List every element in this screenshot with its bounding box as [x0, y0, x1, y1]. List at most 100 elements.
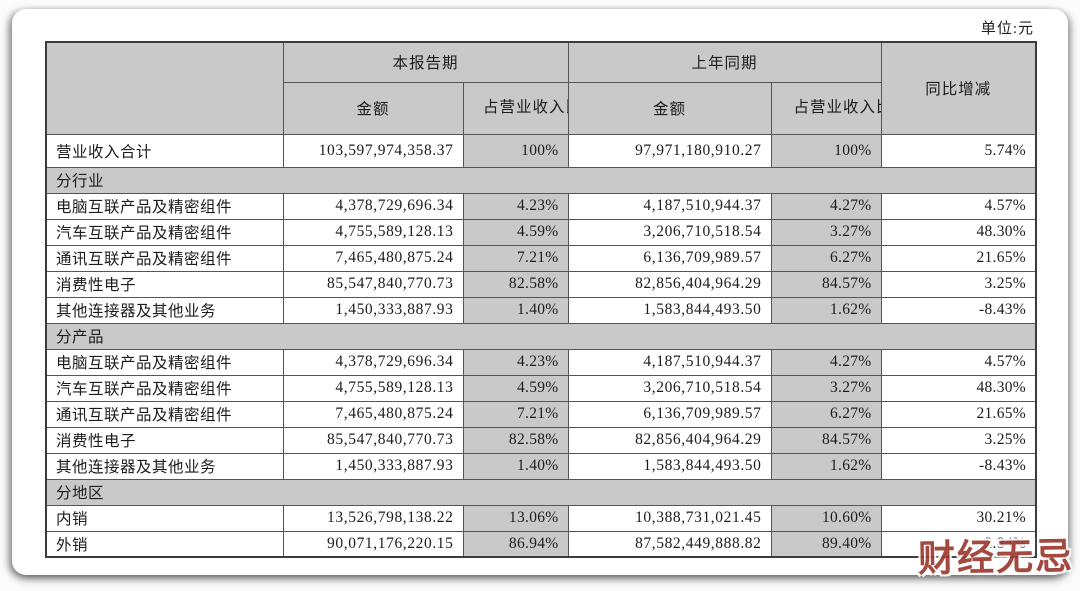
- current-share-cell: 4.59%: [462, 374, 569, 402]
- row-label: 外销: [45, 530, 284, 558]
- prior-amount-cell: 97,971,180,910.27: [567, 133, 772, 168]
- current-share-cell: 1.40%: [462, 452, 569, 480]
- row-label: 电脑互联产品及精密组件: [45, 192, 284, 220]
- prior-amount-cell: 6,136,709,989.57: [567, 244, 772, 272]
- prior-amount-cell: 1,583,844,493.50: [567, 296, 772, 324]
- prior-share-cell: 3.27%: [770, 374, 882, 402]
- current-amount-cell: 4,755,589,128.13: [282, 374, 464, 402]
- yoy-cell: 30.21%: [880, 504, 1037, 532]
- prior-amount-cell: 10,388,731,021.45: [567, 504, 772, 532]
- row-label: 消费性电子: [45, 426, 284, 454]
- prior-amount-cell: 1,583,844,493.50: [567, 452, 772, 480]
- yoy-cell: 21.65%: [880, 400, 1037, 428]
- yoy-cell: 48.30%: [880, 374, 1037, 402]
- current-share-cell: 1.40%: [462, 296, 569, 324]
- current-amount-cell: 90,071,176,220.15: [282, 530, 464, 558]
- yoy-cell: -8.43%: [880, 296, 1037, 324]
- report-page: 单位:元 本报告期 上年同期 同比增减 金额 占营业收入比重 金额 占营业收入比…: [12, 9, 1074, 580]
- section-title-by-region: 分地区: [45, 478, 1037, 506]
- total-revenue-row: 营业收入合计 103,597,974,358.37 100% 97,971,18…: [45, 133, 1037, 168]
- current-amount-cell: 7,465,480,875.24: [282, 400, 464, 428]
- current-share-cell: 7.21%: [462, 244, 569, 272]
- yoy-cell: 4.57%: [880, 348, 1037, 376]
- row-label: 消费性电子: [45, 270, 284, 298]
- yoy-cell: -8.43%: [880, 452, 1037, 480]
- yoy-cell: 3.25%: [880, 270, 1037, 298]
- row-label: 通讯互联产品及精密组件: [45, 244, 284, 272]
- yoy-cell: 21.65%: [880, 244, 1037, 272]
- current-share-cell: 7.21%: [462, 400, 569, 428]
- prior-share-cell: 1.62%: [770, 296, 882, 324]
- header-prior-period: 上年同期: [567, 41, 882, 83]
- prior-share-cell: 6.27%: [770, 400, 882, 428]
- prior-amount-cell: 3,206,710,518.54: [567, 218, 772, 246]
- table-row: 其他连接器及其他业务 1,450,333,887.93 1.40% 1,583,…: [45, 296, 1037, 324]
- row-label: 内销: [45, 504, 284, 532]
- table-row: 内销 13,526,798,138.22 13.06% 10,388,731,0…: [45, 504, 1037, 532]
- prior-share-cell: 10.60%: [770, 504, 882, 532]
- revenue-breakdown-table: 本报告期 上年同期 同比增减 金额 占营业收入比重 金额 占营业收入比重 营业收…: [45, 41, 1038, 558]
- prior-share-cell: 3.27%: [770, 218, 882, 246]
- table-row: 通讯互联产品及精密组件 7,465,480,875.24 7.21% 6,136…: [45, 244, 1037, 272]
- current-amount-cell: 4,755,589,128.13: [282, 218, 464, 246]
- current-amount-cell: 85,547,840,770.73: [282, 426, 464, 454]
- prior-amount-cell: 4,187,510,944.37: [567, 348, 772, 376]
- prior-amount-cell: 82,856,404,964.29: [567, 270, 772, 298]
- yoy-cell: 5.74%: [880, 133, 1037, 168]
- row-label: 汽车互联产品及精密组件: [45, 218, 284, 246]
- table-row: 汽车互联产品及精密组件 4,755,589,128.13 4.59% 3,206…: [45, 374, 1037, 402]
- header-amount-prior: 金额: [567, 81, 772, 135]
- header-share-prior: 占营业收入比重: [770, 81, 882, 135]
- prior-amount-cell: 87,582,449,888.82: [567, 530, 772, 558]
- table-row: 通讯互联产品及精密组件 7,465,480,875.24 7.21% 6,136…: [45, 400, 1037, 428]
- prior-amount-cell: 3,206,710,518.54: [567, 374, 772, 402]
- header-corner-blank: [45, 41, 284, 135]
- current-amount-cell: 7,465,480,875.24: [282, 244, 464, 272]
- header-current-period: 本报告期: [282, 41, 569, 83]
- row-label: 营业收入合计: [45, 133, 284, 168]
- header-share-prior-text: 占营业收入比重: [793, 98, 880, 116]
- table-row: 其他连接器及其他业务 1,450,333,887.93 1.40% 1,583,…: [45, 452, 1037, 480]
- row-label: 其他连接器及其他业务: [45, 452, 284, 480]
- row-label: 通讯互联产品及精密组件: [45, 400, 284, 428]
- prior-share-cell: 6.27%: [770, 244, 882, 272]
- yoy-cell: 3.25%: [880, 426, 1037, 454]
- header-amount-current: 金额: [282, 81, 464, 135]
- header-row-measures: 金额 占营业收入比重 金额 占营业收入比重: [46, 81, 1036, 135]
- table-body: 营业收入合计 103,597,974,358.37 100% 97,971,18…: [45, 133, 1037, 558]
- prior-share-cell: 1.62%: [770, 452, 882, 480]
- prior-share-cell: 4.27%: [770, 192, 882, 220]
- current-share-cell: 4.59%: [462, 218, 569, 246]
- current-amount-cell: 1,450,333,887.93: [282, 452, 464, 480]
- row-label: 电脑互联产品及精密组件: [45, 348, 284, 376]
- yoy-cell: 48.30%: [880, 218, 1037, 246]
- current-share-cell: 82.58%: [462, 270, 569, 298]
- current-amount-cell: 1,450,333,887.93: [282, 296, 464, 324]
- prior-share-cell: 4.27%: [770, 348, 882, 376]
- table-row: 外销 90,071,176,220.15 86.94% 87,582,449,8…: [45, 530, 1037, 558]
- table-row: 电脑互联产品及精密组件 4,378,729,696.34 4.23% 4,187…: [45, 348, 1037, 376]
- current-share-cell: 100%: [462, 133, 569, 168]
- section-title-by-product: 分产品: [45, 322, 1037, 350]
- unit-label: 单位:元: [980, 21, 1034, 37]
- table-row: 消费性电子 85,547,840,770.73 82.58% 82,856,40…: [45, 270, 1037, 298]
- prior-share-cell: 100%: [770, 133, 882, 168]
- prior-amount-cell: 82,856,404,964.29: [567, 426, 772, 454]
- current-share-cell: 4.23%: [462, 348, 569, 376]
- section-title-row: 分产品: [45, 322, 1037, 350]
- current-amount-cell: 4,378,729,696.34: [282, 348, 464, 376]
- prior-amount-cell: 6,136,709,989.57: [567, 400, 772, 428]
- current-amount-cell: 85,547,840,770.73: [282, 270, 464, 298]
- yoy-cell: 2.84%: [880, 530, 1037, 558]
- watermark: 财经无忌: [917, 536, 1075, 581]
- table-row: 汽车互联产品及精密组件 4,755,589,128.13 4.59% 3,206…: [45, 218, 1037, 246]
- table-row: 电脑互联产品及精密组件 4,378,729,696.34 4.23% 4,187…: [45, 192, 1037, 220]
- current-share-cell: 86.94%: [462, 530, 569, 558]
- section-title-row: 分地区: [45, 478, 1037, 506]
- table-header: 本报告期 上年同期 同比增减 金额 占营业收入比重 金额 占营业收入比重: [45, 41, 1037, 135]
- current-amount-cell: 13,526,798,138.22: [282, 504, 464, 532]
- prior-amount-cell: 4,187,510,944.37: [567, 192, 772, 220]
- row-label: 其他连接器及其他业务: [45, 296, 284, 324]
- row-label: 汽车互联产品及精密组件: [45, 374, 284, 402]
